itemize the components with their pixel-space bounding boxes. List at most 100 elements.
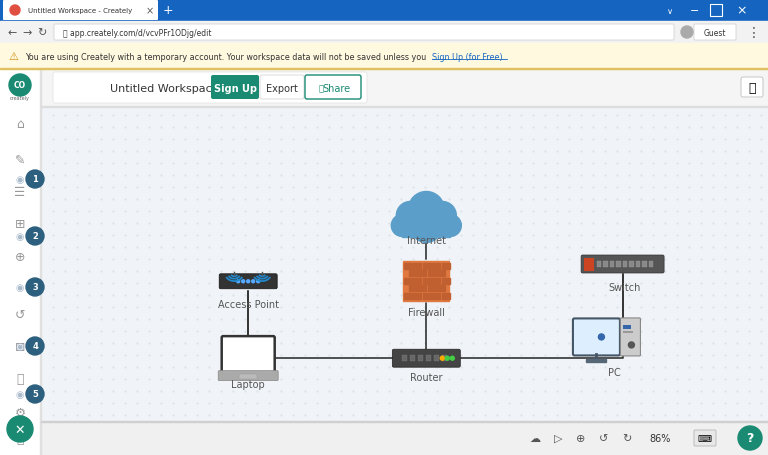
Bar — [413, 293, 422, 299]
Text: →: → — [22, 28, 31, 38]
Text: +: + — [163, 5, 174, 17]
Circle shape — [409, 192, 445, 228]
FancyBboxPatch shape — [54, 25, 674, 41]
Bar — [0, 44, 768, 70]
Circle shape — [10, 6, 20, 16]
Circle shape — [439, 215, 462, 237]
FancyBboxPatch shape — [53, 73, 367, 104]
Circle shape — [742, 79, 762, 99]
Text: 🖼: 🖼 — [16, 373, 24, 386]
Text: 🔒 app.creately.com/d/vcvPFr1ODjg/edit: 🔒 app.creately.com/d/vcvPFr1ODjg/edit — [63, 28, 211, 37]
Text: ☁: ☁ — [529, 433, 541, 443]
Text: ⊡: ⊡ — [15, 341, 25, 354]
Circle shape — [242, 280, 245, 283]
Circle shape — [237, 280, 240, 283]
Text: ◉: ◉ — [16, 389, 25, 399]
FancyBboxPatch shape — [581, 255, 664, 273]
Circle shape — [422, 205, 452, 235]
Bar — [442, 278, 450, 284]
Text: ←: ← — [8, 28, 17, 38]
Bar — [584, 258, 594, 271]
Bar — [428, 286, 435, 292]
Text: ⊞: ⊞ — [15, 218, 25, 231]
Text: ◉: ◉ — [16, 175, 25, 185]
Circle shape — [450, 356, 455, 360]
FancyBboxPatch shape — [260, 76, 304, 100]
Circle shape — [252, 280, 255, 283]
Text: Sign Up (for Free).: Sign Up (for Free). — [432, 52, 505, 61]
Bar — [41, 421, 768, 455]
Bar — [418, 286, 426, 292]
Text: Router: Router — [410, 372, 442, 382]
FancyBboxPatch shape — [219, 274, 277, 289]
Bar — [636, 262, 640, 268]
Bar — [418, 271, 426, 277]
Text: ↺: ↺ — [15, 308, 25, 321]
Text: ⋮: ⋮ — [747, 26, 761, 40]
Text: Untitled Workspace - Creately: Untitled Workspace - Creately — [28, 8, 132, 14]
Text: 4: 4 — [32, 342, 38, 351]
Text: ◉: ◉ — [16, 232, 25, 242]
Circle shape — [257, 280, 260, 283]
Circle shape — [429, 202, 456, 230]
Text: ⊕: ⊕ — [576, 433, 586, 443]
Circle shape — [247, 280, 250, 283]
Bar — [40, 70, 41, 455]
Bar — [402, 355, 407, 361]
Text: 5: 5 — [32, 389, 38, 399]
Bar — [629, 262, 634, 268]
FancyBboxPatch shape — [694, 430, 716, 446]
Circle shape — [396, 202, 424, 230]
Text: Internet: Internet — [407, 236, 445, 246]
Bar — [402, 230, 450, 238]
Text: ∨: ∨ — [667, 6, 673, 15]
Bar — [423, 278, 431, 284]
Text: ↻: ↻ — [622, 433, 632, 443]
Text: Laptop: Laptop — [231, 379, 265, 389]
Bar — [0, 0, 768, 22]
Bar — [624, 331, 634, 333]
FancyBboxPatch shape — [694, 25, 736, 41]
Bar — [409, 271, 416, 277]
Bar — [624, 325, 631, 329]
Text: Sign Up: Sign Up — [214, 84, 257, 94]
Circle shape — [26, 337, 44, 355]
Circle shape — [598, 334, 604, 340]
Text: You are using Creately with a temporary account. Your workspace data will not be: You are using Creately with a temporary … — [25, 52, 429, 61]
FancyBboxPatch shape — [741, 78, 763, 98]
Circle shape — [738, 426, 762, 450]
Circle shape — [26, 385, 44, 403]
FancyBboxPatch shape — [218, 371, 278, 381]
Text: Untitled Workspace: Untitled Workspace — [110, 84, 219, 94]
Text: ?: ? — [746, 431, 753, 445]
Bar — [432, 293, 440, 299]
Bar — [437, 271, 445, 277]
Bar — [423, 293, 431, 299]
Circle shape — [26, 228, 44, 245]
Text: ✕: ✕ — [15, 423, 25, 435]
Circle shape — [392, 215, 413, 237]
Bar — [442, 263, 450, 269]
Text: ⌂: ⌂ — [16, 118, 24, 131]
Text: Share: Share — [322, 84, 350, 94]
Bar — [437, 286, 445, 292]
FancyBboxPatch shape — [211, 76, 259, 100]
Bar — [41, 421, 768, 422]
Bar — [623, 262, 627, 268]
Text: Firewall: Firewall — [408, 308, 445, 318]
Text: ⌨: ⌨ — [698, 433, 712, 443]
Circle shape — [628, 342, 634, 348]
Text: ↻: ↻ — [38, 28, 47, 38]
Bar — [610, 262, 614, 268]
Bar — [616, 262, 621, 268]
Bar — [426, 355, 432, 361]
Circle shape — [402, 205, 432, 235]
Text: −: − — [690, 6, 700, 16]
Bar — [404, 278, 412, 284]
Bar — [649, 262, 653, 268]
Text: Access Point: Access Point — [217, 299, 279, 309]
Bar — [587, 359, 607, 362]
Circle shape — [681, 27, 693, 39]
Circle shape — [26, 278, 44, 296]
Text: CO: CO — [14, 81, 26, 89]
